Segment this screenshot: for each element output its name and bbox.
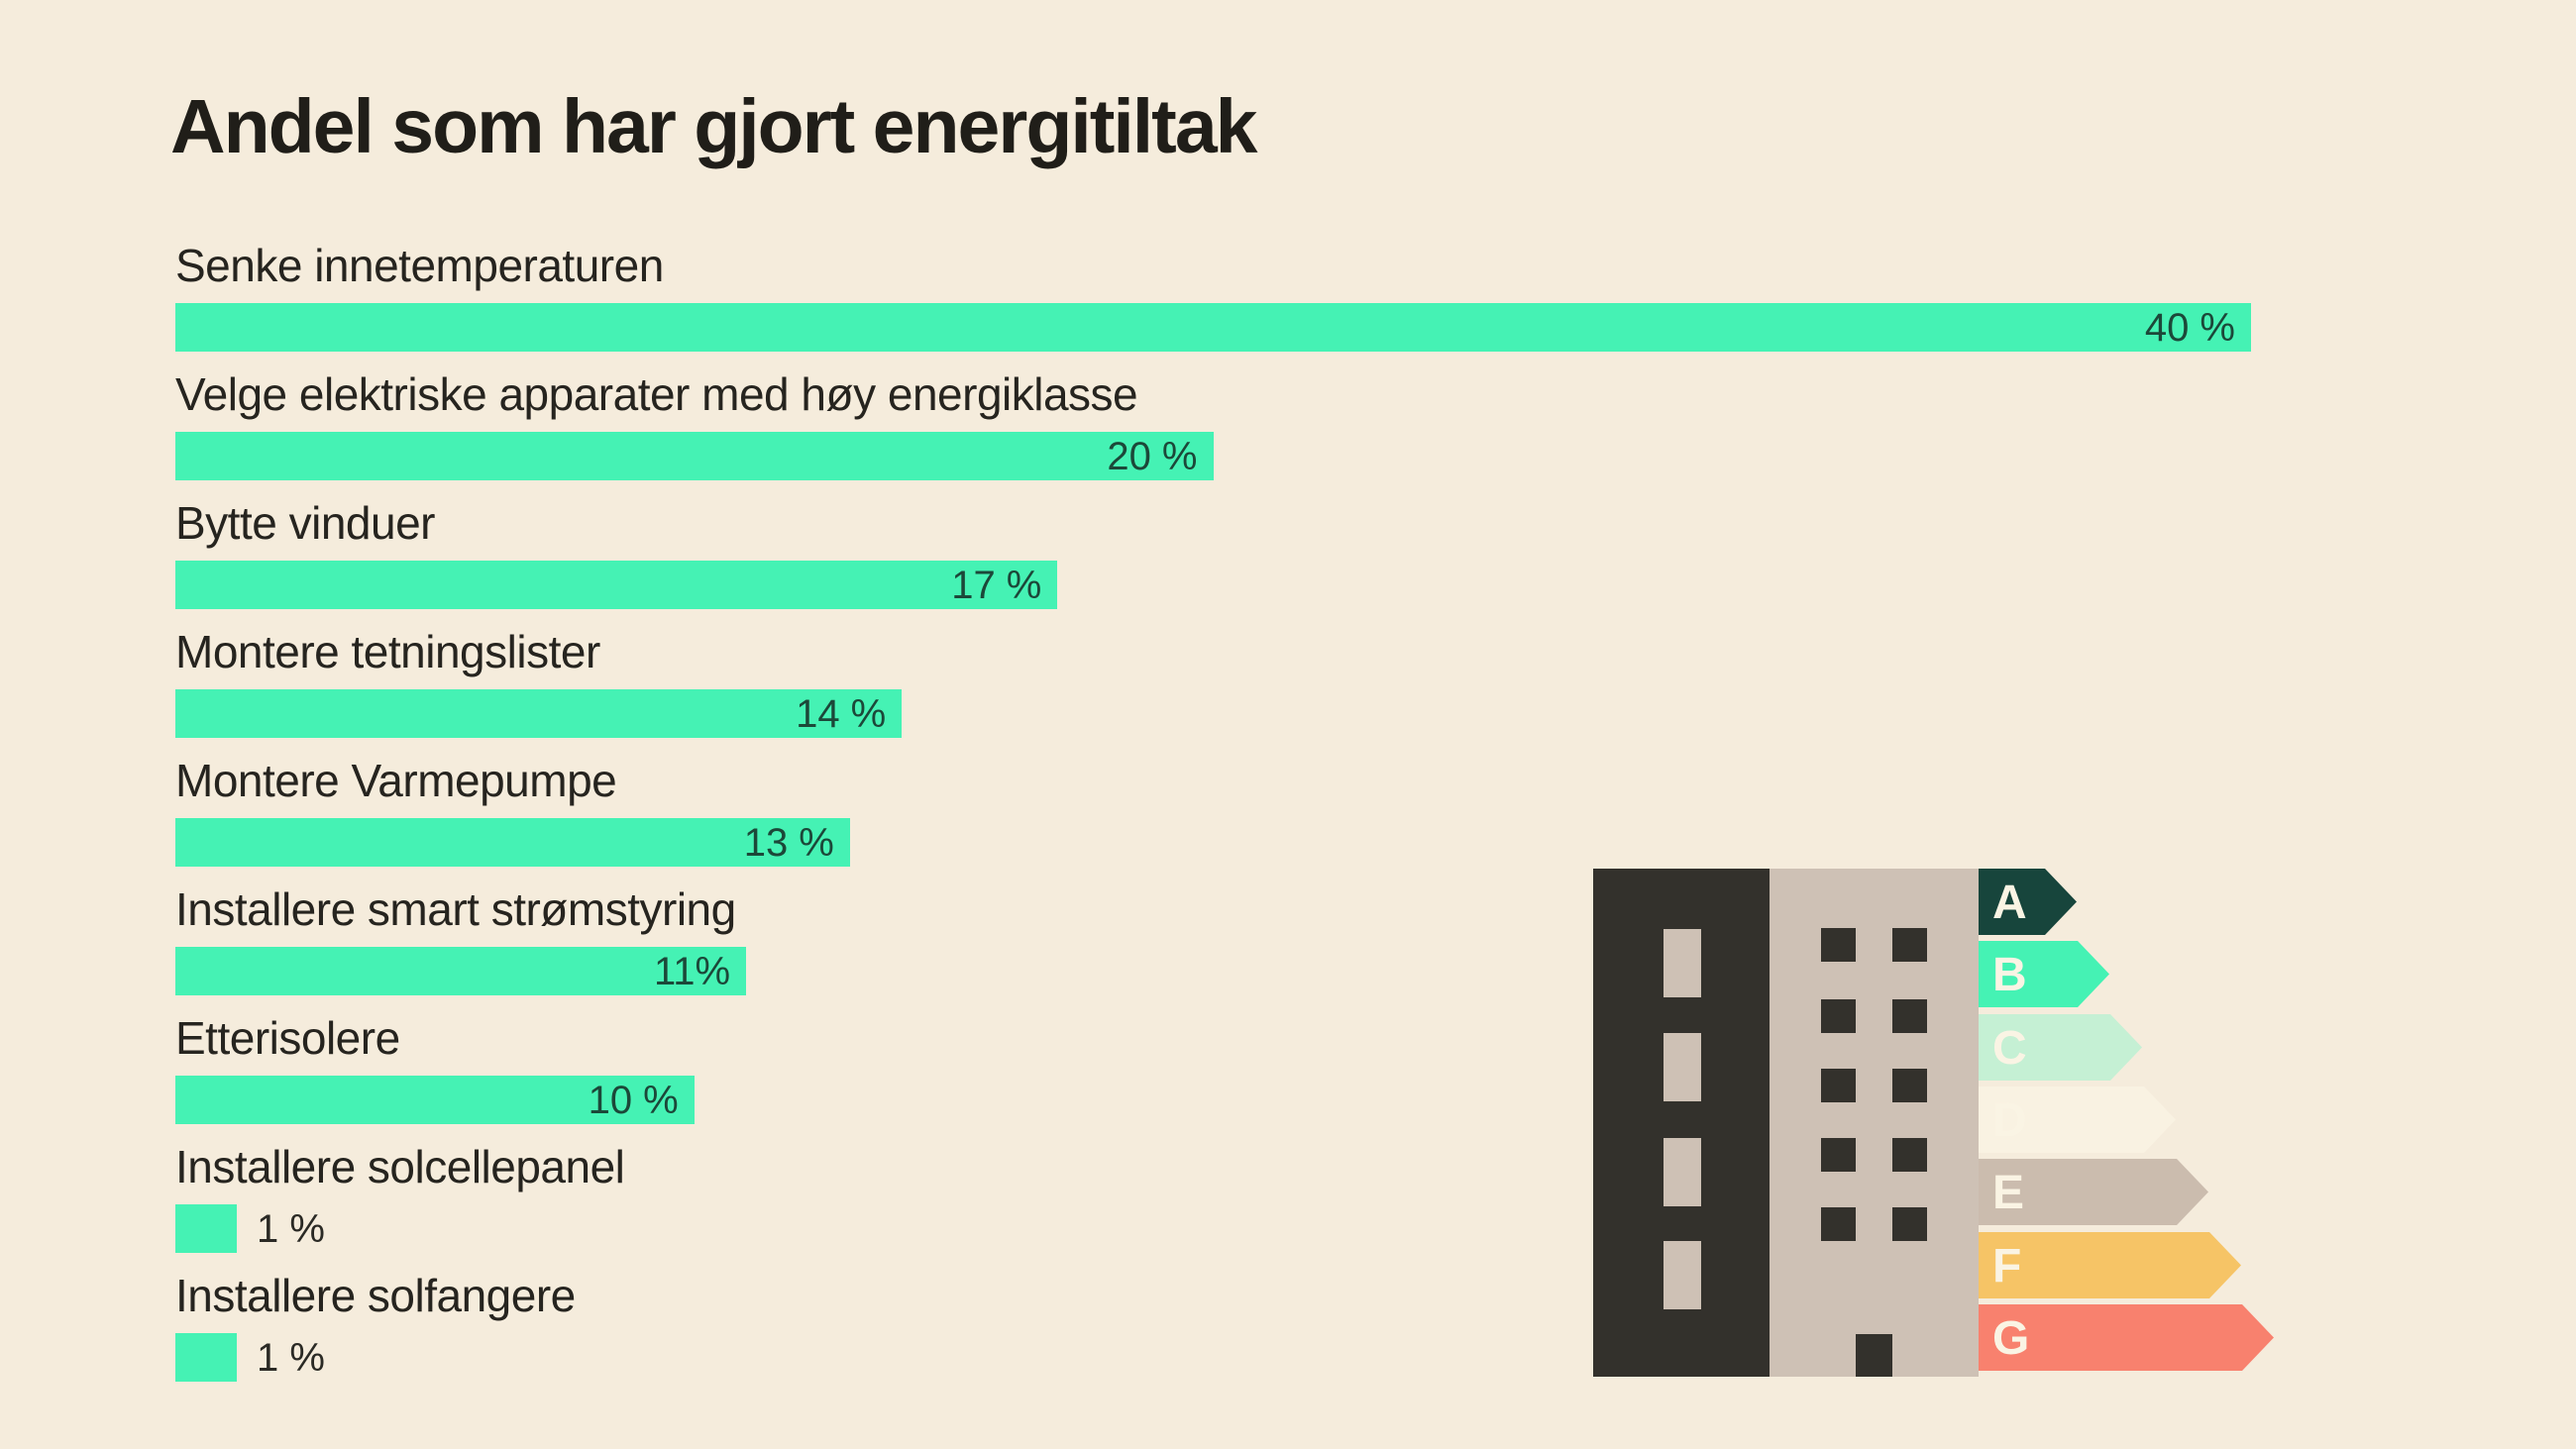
energy-rating-illustration: A B C D E F G [1593,869,2287,1377]
bar-value: 40 % [2144,306,2235,350]
building-right-tower [1770,869,1979,1377]
energy-rating-arrow: D [1979,1087,2176,1153]
chart-title: Andel som har gjort energitiltak [170,84,1257,169]
bar: 11% [175,947,747,995]
bar-row: Senke innetemperaturen 40 % [175,238,2306,366]
building-window [1821,928,1856,962]
bar-row: Bytte vinduer 17 % [175,495,2306,624]
energy-rating-letter: G [1992,1312,2030,1365]
bar: 1 % [175,1204,325,1253]
building-window [1892,928,1927,962]
bar-value: 11% [654,950,731,993]
building-window [1664,1241,1701,1309]
bar-label: Bytte vinduer [175,497,435,549]
building-door [1856,1334,1892,1377]
building-window [1892,1138,1927,1172]
building-window [1821,1069,1856,1102]
energy-rating-arrow: F [1979,1232,2241,1298]
building-window [1664,1138,1701,1206]
energy-rating-letter: E [1992,1167,2025,1219]
bar: 13 % [175,818,850,867]
building-window [1821,999,1856,1033]
energy-rating-arrow: A [1979,869,2077,935]
bar-row: Montere Varmepumpe 13 % [175,753,2306,881]
bar-row: Installere solfangere 1 % [175,1268,2306,1397]
bar-label: Montere tetningslister [175,626,600,677]
bar-value: 14 % [796,692,887,736]
building-window [1892,1069,1927,1102]
energy-rating-arrow: B [1979,941,2109,1007]
bar-value: 10 % [588,1079,679,1122]
energy-rating-letter: A [1992,877,2027,929]
energy-rating-arrow: G [1979,1304,2274,1371]
bar-label: Velge elektriske apparater med høy energ… [175,368,1138,420]
bar-value: 1 % [257,1207,325,1251]
bar: 40 % [175,303,2251,352]
bar-label: Installere solfangere [175,1270,576,1321]
building-window [1892,1207,1927,1241]
bar-value: 17 % [951,564,1042,607]
bar-row: Velge elektriske apparater med høy energ… [175,366,2306,495]
energy-rating-scale: A B C D E F G [1979,869,2287,1377]
building-window [1821,1138,1856,1172]
bar-value: 20 % [1107,435,1198,478]
bar-label: Installere smart strømstyring [175,883,736,935]
bar-value: 1 % [257,1336,325,1380]
bar-chart: Senke innetemperaturen 40 % Velge elektr… [175,238,2306,1406]
energy-rating-letter: D [1992,1094,2027,1147]
building-window [1664,1033,1701,1101]
building-window [1892,999,1927,1033]
bar: 17 % [175,561,1058,609]
bar-row: Montere tetningslister 14 % [175,624,2306,753]
energy-rating-arrow: C [1979,1014,2142,1081]
building-window [1821,1207,1856,1241]
bar: 10 % [175,1076,695,1124]
bar-value: 13 % [743,821,834,865]
bar: 1 % [175,1333,325,1382]
building-window [1664,929,1701,997]
bar-label: Etterisolere [175,1012,400,1064]
energy-rating-arrow: E [1979,1159,2208,1225]
bar: 20 % [175,432,1214,480]
building-left-tower [1593,869,1770,1377]
bar-label: Montere Varmepumpe [175,755,617,806]
bar-row: Installere solcellepanel 1 % [175,1139,2306,1268]
energy-rating-letter: B [1992,949,2027,1001]
bar-label: Installere solcellepanel [175,1141,625,1192]
bar-label: Senke innetemperaturen [175,240,664,291]
bar-row: Etterisolere 10 % [175,1010,2306,1139]
bar-row: Installere smart strømstyring 11% [175,881,2306,1010]
energy-rating-letter: C [1992,1022,2027,1075]
bar: 14 % [175,689,903,738]
energy-rating-letter: F [1992,1240,2022,1293]
